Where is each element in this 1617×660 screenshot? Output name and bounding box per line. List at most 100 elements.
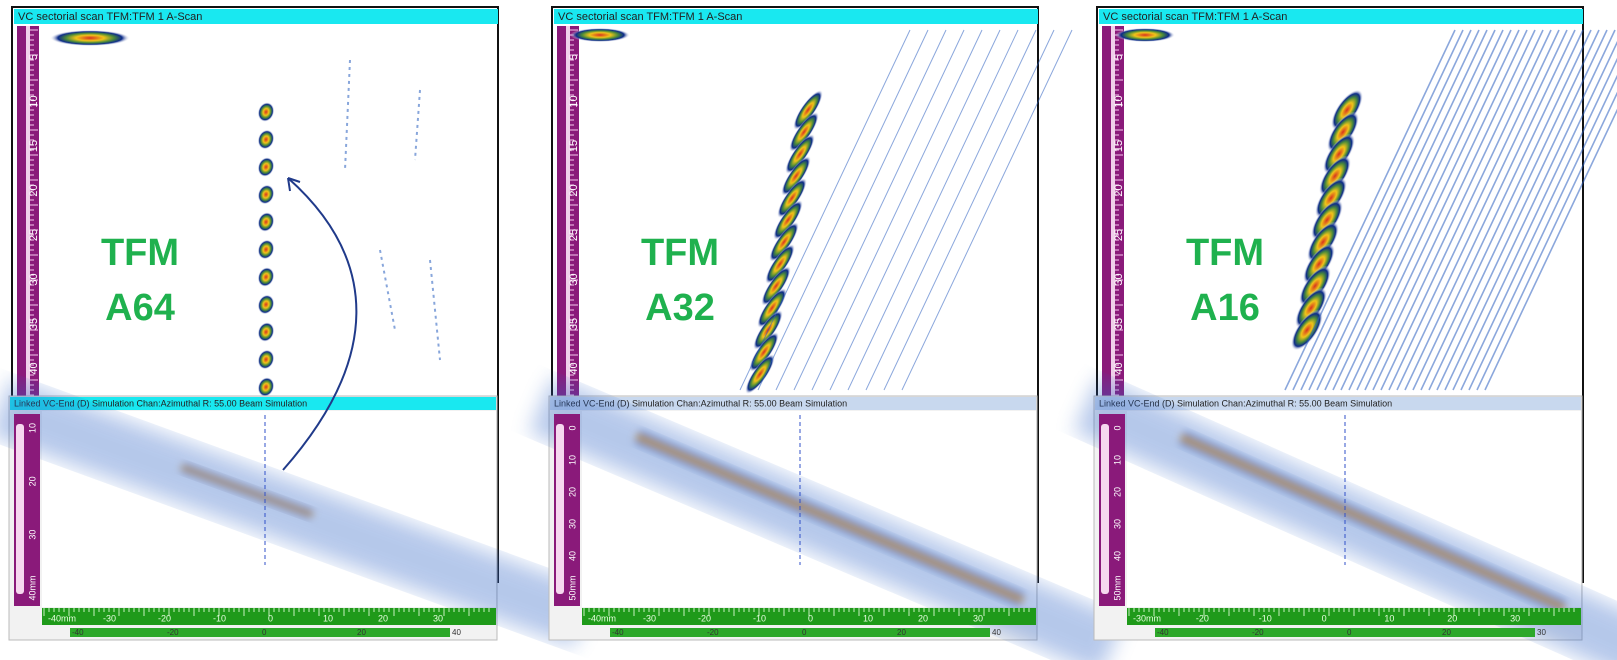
depth-label: 30: [568, 273, 580, 285]
index-label: -30: [103, 613, 116, 623]
ruler-track: [566, 26, 570, 396]
depth-label: 10: [568, 95, 580, 107]
scale-bar: [1155, 628, 1535, 637]
scale-label: -20: [1252, 628, 1264, 637]
beam-label: 20: [27, 476, 37, 486]
scale-label: -40: [612, 628, 624, 637]
beam-label: 0: [1112, 425, 1122, 430]
depth-label: 5: [28, 54, 40, 60]
scale-label: -40: [1157, 628, 1169, 637]
echo: [50, 30, 130, 46]
ruler-track: [1101, 424, 1109, 594]
index-label: 10: [323, 613, 333, 623]
beam-label: 10: [567, 455, 577, 465]
depth-label: 20: [1113, 184, 1125, 196]
scale-bar: [610, 628, 990, 637]
panel: VC sectorial scan TFM:TFM 1 A-Scan 5 10 15 2…: [530, 7, 1124, 660]
depth-label: 10: [1113, 95, 1125, 107]
scan-title: VC sectorial scan TFM:TFM 1 A-Scan: [558, 11, 742, 23]
index-label: 20: [378, 613, 388, 623]
beam-label: 40: [567, 551, 577, 561]
ruler-track: [556, 424, 564, 594]
index-label: 30: [433, 613, 443, 623]
scale-label: 40: [992, 628, 1001, 637]
index-label: -30mm: [1133, 613, 1161, 623]
method-label: A64: [105, 287, 175, 329]
index-label: 10: [863, 613, 873, 623]
depth-label: 35: [1113, 318, 1125, 330]
echo: [1115, 28, 1175, 42]
index-label: -40mm: [588, 613, 616, 623]
scale-label: 20: [1442, 628, 1451, 637]
depth-label: 20: [568, 184, 580, 196]
beam-label: 40mm: [27, 575, 37, 600]
index-label: -10: [1259, 613, 1272, 623]
beam-label: 50mm: [1112, 575, 1122, 600]
ruler-track: [16, 424, 24, 594]
index-label: -30: [643, 613, 656, 623]
depth-label: 30: [1113, 273, 1125, 285]
method-label: A32: [645, 287, 715, 329]
index-label: 30: [973, 613, 983, 623]
index-label: 30: [1510, 613, 1520, 623]
depth-label: 10: [28, 95, 40, 107]
depth-label: 15: [1113, 140, 1125, 152]
index-label: -20: [158, 613, 171, 623]
ruler-track: [1111, 26, 1115, 396]
beam-label: 20: [567, 487, 577, 497]
scale-label: 30: [1537, 628, 1546, 637]
depth-label: 40: [568, 362, 580, 374]
index-label: 20: [1447, 613, 1457, 623]
depth-label: 25: [1113, 229, 1125, 241]
method-label: TFM: [1186, 232, 1264, 274]
index-label: -10: [753, 613, 766, 623]
depth-label: 15: [568, 140, 580, 152]
beam-label: 50mm: [567, 575, 577, 600]
depth-label: 25: [28, 229, 40, 241]
depth-label: 35: [568, 318, 580, 330]
scale-label: 20: [357, 628, 366, 637]
ruler-track: [26, 26, 30, 396]
scale-label: -20: [167, 628, 179, 637]
depth-label: 5: [1113, 54, 1125, 60]
index-label: 0: [808, 613, 813, 623]
scale-label: -20: [707, 628, 719, 637]
scale-label: 0: [1347, 628, 1352, 637]
panel: VC sectorial scan TFM:TFM 1 A-Scan 5 10 15 2…: [1074, 7, 1617, 660]
method-label: TFM: [101, 232, 179, 274]
index-label: -20: [1196, 613, 1209, 623]
depth-label: 25: [568, 229, 580, 241]
depth-label: 30: [28, 273, 40, 285]
beam-label: 10: [27, 423, 37, 433]
depth-label: 5: [568, 54, 580, 60]
scale-label: 0: [802, 628, 807, 637]
depth-label: 20: [28, 184, 40, 196]
method-label: TFM: [641, 232, 719, 274]
index-label: 20: [918, 613, 928, 623]
index-label: -10: [213, 613, 226, 623]
scale-label: -40: [72, 628, 84, 637]
scale-label: 0: [262, 628, 267, 637]
screen: VC sectorial scan TFM:TFM 1 A-Scan 5 10 15 2…: [0, 0, 1617, 660]
scan-title: VC sectorial scan TFM:TFM 1 A-Scan: [1103, 11, 1287, 23]
index-label: 10: [1384, 613, 1394, 623]
scan-title: VC sectorial scan TFM:TFM 1 A-Scan: [18, 11, 202, 23]
scale-label: 20: [897, 628, 906, 637]
depth-label: 15: [28, 140, 40, 152]
index-label: 0: [1322, 613, 1327, 623]
beam-label: 20: [1112, 487, 1122, 497]
panel: VC sectorial scan TFM:TFM 1 A-Scan 5 10 15 2…: [0, 7, 594, 647]
index-label: -40mm: [48, 613, 76, 623]
scale-label: 40: [452, 628, 461, 637]
index-label: 0: [268, 613, 273, 623]
beam-label: 10: [1112, 455, 1122, 465]
depth-label: 35: [28, 318, 40, 330]
index-label: -20: [698, 613, 711, 623]
beam-label: 30: [567, 519, 577, 529]
scale-bar: [70, 628, 450, 637]
beam-label: 30: [1112, 519, 1122, 529]
beam-label: 40: [1112, 551, 1122, 561]
method-label: A16: [1190, 287, 1260, 329]
depth-label: 40: [28, 362, 40, 374]
depth-label: 40: [1113, 362, 1125, 374]
